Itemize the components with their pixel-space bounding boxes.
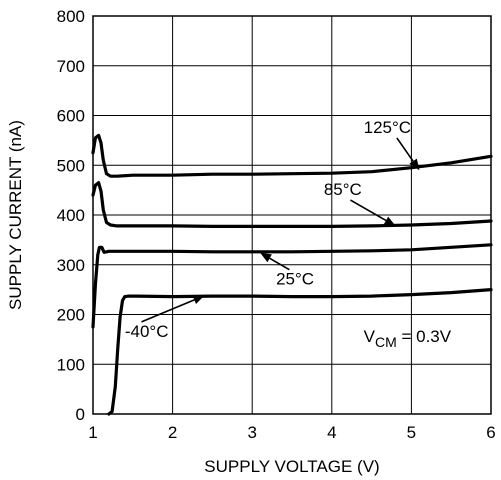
x-axis-label: SUPPLY VOLTAGE (V) [204,457,379,476]
plot-frame [92,15,492,415]
x-tick-label-1: 2 [168,423,177,442]
y-tick-label-7: 700 [57,57,85,76]
x-tick-label-3: 4 [327,423,336,442]
y-tick-label-0: 0 [76,405,85,424]
y-tick-label-5: 500 [57,156,85,175]
label-arrow-head-0 [409,158,420,171]
y-axis-label: SUPPLY CURRENT (nA) [6,120,25,310]
y-tick-label-2: 200 [57,306,85,325]
y-tick-label-3: 300 [57,256,85,275]
y-tick-label-4: 400 [57,206,85,225]
y-tick-label-8: 800 [57,7,85,26]
y-tick-label-6: 600 [57,107,85,126]
series-layer [91,133,493,416]
series-label-0: 125°C [364,118,411,137]
series-label-2: 25°C [276,270,314,289]
series-line-0 [91,133,493,178]
x-tick-label-2: 3 [247,423,256,442]
x-tick-label-4: 5 [407,423,416,442]
grid [92,15,492,415]
series-line-2 [91,243,493,329]
vcm-annotation: VCM = 0.3V [364,327,452,350]
label-arrow-head-3 [192,295,205,304]
label-arrow-line-0 [396,137,414,162]
series-label-3: -40°C [125,322,169,341]
vcm-subscript: CM [375,334,397,350]
series-line-1 [91,181,493,228]
label-arrow-head-2 [260,252,272,263]
label-arrow-line-1 [350,199,387,222]
x-tick-label-0: 1 [88,423,97,442]
tick-labels: 1 2 3 4 5 6 0 100 200 300 400 500 600 700 800 [57,7,496,442]
y-tick-label-1: 100 [57,355,85,374]
label-arrow-line-3 [141,299,195,323]
vcm-main: V [364,327,376,346]
series-labels: 125°C 85°C 25°C -40°C [125,118,420,341]
label-arrow-line-2 [269,257,290,271]
x-tick-label-5: 6 [486,423,495,442]
series-label-1: 85°C [324,180,362,199]
vcm-rest: = 0.3V [397,327,452,346]
series-line-3 [107,288,493,416]
label-arrow-head-1 [383,216,396,226]
